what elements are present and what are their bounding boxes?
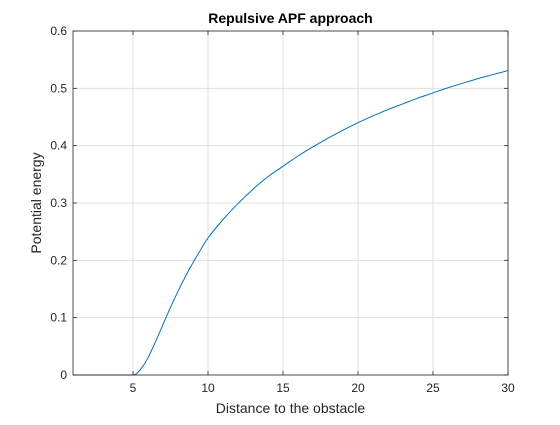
y-tick-label: 0.6 <box>50 24 67 38</box>
x-axis-ticks: 5 10 15 20 25 30 <box>130 31 515 395</box>
chart-title: Repulsive APF approach <box>208 10 372 26</box>
y-tick-label: 0.5 <box>50 81 67 95</box>
x-tick-label: 15 <box>276 381 290 395</box>
y-tick-label: 0.4 <box>50 139 67 153</box>
series-line <box>73 70 509 376</box>
x-tick-label: 5 <box>130 381 137 395</box>
grid <box>73 30 509 376</box>
x-tick-label: 25 <box>426 381 440 395</box>
x-tick-label: 20 <box>351 381 365 395</box>
y-tick-label: 0 <box>60 368 67 382</box>
x-tick-label: 10 <box>201 381 215 395</box>
y-axis-ticks: 0 0.1 0.2 0.3 0.4 0.5 0.6 <box>50 24 508 382</box>
y-tick-label: 0.1 <box>50 311 67 325</box>
x-axis-label: Distance to the obstacle <box>216 400 366 416</box>
x-tick-label: 30 <box>501 381 515 395</box>
y-tick-label: 0.3 <box>50 196 67 210</box>
y-axis-label: Potential energy <box>28 152 44 253</box>
y-tick-label: 0.2 <box>50 253 67 267</box>
